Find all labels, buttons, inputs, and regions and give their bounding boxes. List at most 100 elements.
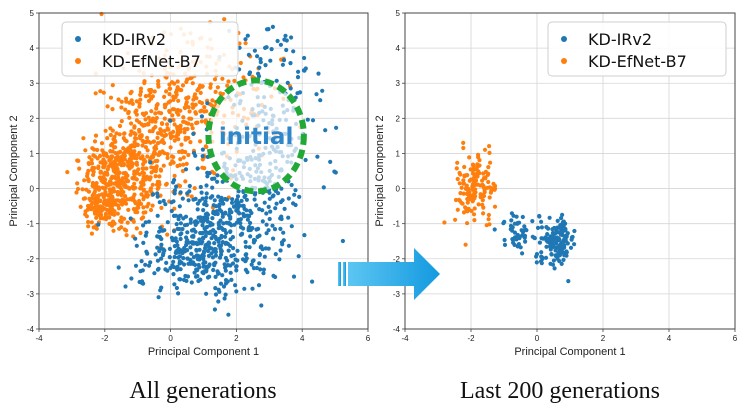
data-point — [123, 149, 128, 154]
data-point — [190, 105, 195, 110]
data-point — [303, 66, 308, 71]
data-point — [201, 271, 206, 276]
data-point — [514, 214, 519, 219]
data-point — [143, 220, 148, 225]
data-point — [201, 208, 206, 213]
data-point — [483, 176, 488, 181]
data-point — [119, 99, 124, 104]
data-point — [119, 225, 124, 230]
data-point — [90, 146, 95, 151]
data-point — [261, 271, 266, 276]
data-point — [155, 194, 160, 199]
data-point — [172, 282, 177, 287]
data-point — [252, 197, 257, 202]
data-point — [165, 126, 170, 131]
data-point — [153, 111, 158, 116]
data-point — [534, 254, 539, 259]
data-point — [247, 224, 252, 230]
data-point — [146, 121, 151, 126]
data-point — [245, 270, 250, 275]
data-point — [108, 209, 113, 214]
data-point — [572, 228, 577, 234]
data-point — [552, 266, 557, 271]
data-point — [279, 186, 284, 191]
data-point — [217, 289, 222, 294]
y-tick-label: 4 — [396, 44, 401, 53]
data-point — [203, 199, 208, 204]
data-point — [555, 218, 560, 223]
x-tick-label: -2 — [101, 334, 109, 343]
data-point — [220, 214, 225, 219]
data-point — [141, 166, 146, 171]
data-point — [264, 231, 269, 236]
data-point — [207, 241, 212, 246]
data-point — [181, 155, 186, 160]
data-point — [205, 219, 210, 224]
data-point — [210, 216, 215, 221]
data-point — [122, 131, 127, 136]
data-point — [98, 176, 103, 181]
data-point — [179, 260, 184, 265]
data-point — [254, 265, 259, 271]
data-point — [539, 236, 544, 241]
data-point — [156, 110, 161, 115]
data-point — [138, 269, 143, 274]
data-point — [155, 191, 160, 196]
data-point — [89, 220, 94, 225]
data-point — [476, 169, 481, 174]
data-point — [193, 196, 198, 201]
legend-marker — [75, 58, 81, 64]
data-point — [171, 117, 176, 123]
data-point — [194, 267, 199, 272]
data-point — [153, 252, 158, 257]
data-point — [110, 83, 115, 88]
data-point — [115, 211, 120, 216]
data-point — [108, 162, 113, 167]
data-point — [274, 201, 279, 206]
data-point — [249, 262, 254, 267]
data-point — [86, 189, 91, 194]
x-tick-label: 0 — [168, 334, 173, 343]
data-point — [185, 95, 190, 100]
data-point — [252, 48, 257, 53]
data-point — [549, 238, 554, 243]
data-point — [157, 229, 162, 234]
data-point — [116, 206, 122, 211]
y-tick-label: -3 — [393, 290, 401, 299]
y-tick-label: 0 — [396, 185, 401, 194]
data-point — [188, 245, 193, 250]
data-point — [553, 253, 558, 258]
data-point — [539, 250, 544, 255]
data-point — [237, 45, 242, 50]
data-point — [551, 232, 557, 237]
data-point — [123, 138, 128, 143]
caption-last-200-generations: Last 200 generations — [460, 378, 660, 404]
data-point — [273, 274, 278, 280]
data-point — [482, 190, 487, 195]
data-point — [288, 61, 293, 66]
data-point — [187, 109, 192, 114]
data-point — [146, 201, 151, 206]
data-point — [86, 177, 91, 182]
data-point — [153, 174, 158, 179]
data-point — [107, 197, 112, 203]
data-point — [334, 125, 339, 130]
data-point — [203, 212, 208, 217]
data-point — [203, 260, 208, 265]
data-point — [182, 245, 187, 251]
data-point — [91, 172, 96, 177]
data-point — [103, 170, 108, 175]
data-point — [230, 261, 236, 266]
data-point — [223, 210, 228, 215]
data-point — [214, 204, 219, 209]
data-point — [159, 256, 164, 261]
data-point — [289, 35, 294, 40]
data-point — [86, 168, 91, 173]
data-point — [200, 223, 205, 228]
data-point — [103, 160, 108, 166]
data-point — [130, 197, 135, 202]
data-point — [93, 201, 98, 206]
data-point — [223, 241, 228, 246]
data-point — [167, 255, 172, 260]
data-point — [455, 176, 460, 182]
